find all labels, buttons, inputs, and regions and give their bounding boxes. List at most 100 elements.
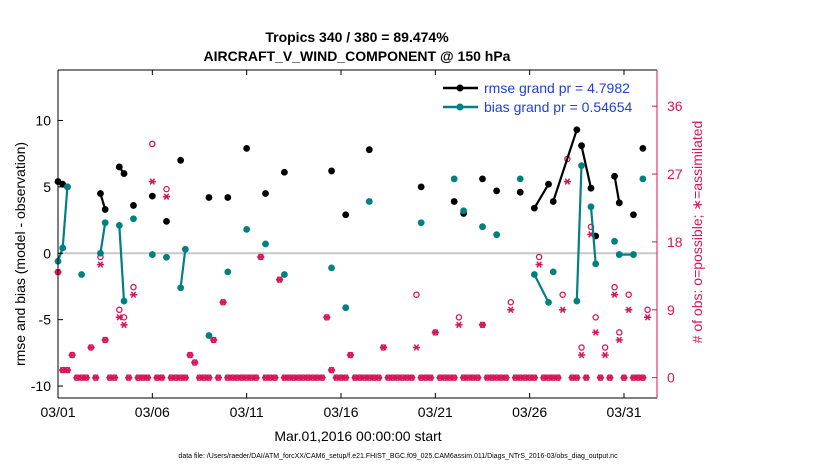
bias-segment (533, 274, 550, 303)
rmse-point (493, 187, 501, 195)
obs-assimilated-marker (615, 336, 623, 344)
rmse-point (615, 199, 623, 207)
obs-assimilated-stroke (342, 374, 349, 381)
bias-point (450, 175, 458, 183)
bias-point (592, 260, 600, 268)
rmse-point (177, 156, 185, 164)
obs-assimilated-marker (535, 261, 543, 268)
bias-point (639, 175, 647, 183)
obs-assimilated-marker (148, 178, 156, 185)
obs-assimilated-stroke (479, 321, 486, 329)
obs-assimilated-marker (129, 291, 138, 299)
obs-assimilated-marker (554, 374, 562, 381)
obs-assimilated-stroke (83, 374, 90, 381)
bias-point (365, 198, 373, 205)
obs-assimilated-stroke (545, 374, 552, 381)
y-right-tick-label: 9 (667, 302, 675, 318)
bias-point (101, 219, 109, 227)
obs-assimilated-stroke (121, 321, 127, 329)
obs-assimilated-marker (559, 306, 567, 314)
rmse-point (417, 183, 425, 191)
x-tick-label: 03/06 (135, 404, 170, 420)
rmse-point (450, 198, 458, 205)
bias-point (611, 237, 618, 245)
obs-assimilated-stroke (456, 321, 462, 329)
obs-assimilated-marker (478, 321, 487, 329)
obs-assimilated-stroke (371, 374, 377, 381)
obs-assimilated-stroke (125, 374, 132, 381)
bias-point (630, 251, 637, 258)
obs-assimilated-stroke (616, 336, 623, 344)
obs-assimilated-marker (610, 291, 619, 299)
obs-assimilated-stroke (210, 336, 217, 344)
obs-assimilated-stroke (286, 374, 292, 381)
obs-assimilated-stroke (347, 351, 354, 359)
obs-assimilated-stroke (390, 374, 396, 381)
obs-assimilated-stroke (154, 374, 160, 381)
y-tick-label: 10 (35, 112, 51, 128)
bias-point (328, 264, 335, 272)
x-tick-label: 03/11 (230, 404, 264, 420)
obs-assimilated-marker (606, 374, 614, 381)
data-file-footer: data file: /Users/raeder/DAI/ATM_forcXX/… (178, 453, 618, 460)
y-right-tick-label: 27 (667, 166, 683, 182)
obs-assimilated-stroke (508, 306, 514, 314)
y-tick-label: 0 (43, 245, 51, 261)
obs-possible-marker (592, 314, 599, 321)
obs-assimilated-marker (379, 344, 388, 351)
obs-assimilated-stroke (300, 374, 307, 381)
obs-assimilated-marker (276, 276, 284, 283)
obs-assimilated-stroke (427, 374, 434, 381)
obs-assimilated-marker (582, 374, 590, 381)
obs-assimilated-marker (158, 374, 166, 381)
obs-assimilated-stroke (173, 374, 179, 381)
obs-assimilated-stroke (550, 374, 556, 381)
obs-assimilated-marker (342, 374, 350, 381)
obs-assimilated-marker (431, 329, 439, 336)
obs-assimilated-marker (101, 336, 109, 344)
bias-point (573, 297, 581, 305)
obs-assimilated-stroke (135, 374, 141, 381)
obs-assimilated-stroke (446, 374, 453, 381)
y-axis-label: rmse and bias (model - observation) (12, 142, 28, 366)
obs-assimilated-stroke (498, 374, 505, 381)
obs-assimilated-stroke (394, 374, 401, 381)
obs-assimilated-stroke (418, 374, 424, 381)
obs-assimilated-marker (318, 374, 326, 381)
rmse-point (630, 211, 637, 219)
bias-segment (589, 206, 597, 264)
obs-assimilated-marker (63, 366, 72, 374)
obs-assimilated-marker (115, 313, 123, 321)
obs-assimilated-stroke (177, 374, 184, 381)
bias-point (177, 284, 185, 292)
obs-assimilated-marker (205, 374, 213, 381)
obs-assimilated-stroke (460, 374, 467, 381)
obs-assimilated-stroke (182, 374, 189, 381)
chart-title: Tropics 340 / 380 = 89.474% (265, 29, 449, 45)
obs-assimilated-stroke (512, 374, 519, 381)
rmse-point (205, 194, 213, 201)
obs-possible-marker (644, 306, 651, 314)
obs-assimilated-stroke (225, 374, 231, 381)
obs-assimilated-stroke (611, 291, 618, 299)
obs-possible-marker (455, 314, 463, 321)
obs-assimilated-stroke (262, 374, 269, 381)
obs-possible-marker (601, 344, 609, 351)
bias-segment (179, 249, 187, 288)
obs-assimilated-stroke (206, 374, 212, 381)
obs-possible-marker (559, 291, 566, 298)
obs-assimilated-stroke (441, 374, 448, 381)
bias-point (530, 271, 538, 278)
obs-assimilated-marker (474, 374, 482, 381)
obs-assimilated-stroke (607, 374, 613, 381)
obs-assimilated-stroke (574, 374, 580, 381)
obs-assimilated-stroke (597, 374, 604, 381)
bias-point (342, 304, 350, 312)
rmse-segment (552, 129, 578, 202)
obs-assimilated-stroke (338, 374, 344, 381)
rmse-point (479, 175, 486, 183)
obs-possible-marker (163, 185, 170, 193)
observation-count-markers (54, 140, 652, 381)
obs-assimilated-marker (82, 374, 90, 381)
rmse-point (587, 184, 595, 192)
